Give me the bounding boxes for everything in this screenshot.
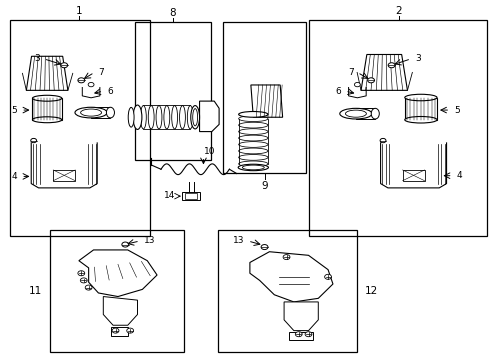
Text: 5: 5 bbox=[454, 105, 460, 114]
Ellipse shape bbox=[371, 108, 379, 119]
Text: 3: 3 bbox=[415, 54, 421, 63]
Text: 6: 6 bbox=[107, 86, 113, 95]
Bar bbox=[403, 170, 424, 181]
Bar bbox=[218, 230, 357, 352]
Ellipse shape bbox=[191, 105, 199, 129]
Polygon shape bbox=[26, 56, 68, 90]
Circle shape bbox=[380, 138, 386, 143]
Ellipse shape bbox=[106, 107, 115, 118]
Text: 4: 4 bbox=[12, 172, 17, 181]
Polygon shape bbox=[199, 101, 219, 132]
Ellipse shape bbox=[32, 117, 62, 123]
Ellipse shape bbox=[345, 110, 367, 117]
Circle shape bbox=[388, 63, 395, 68]
Bar bbox=[53, 170, 75, 181]
Polygon shape bbox=[361, 54, 408, 90]
Ellipse shape bbox=[32, 95, 62, 101]
Ellipse shape bbox=[239, 141, 268, 147]
Text: 13: 13 bbox=[144, 237, 155, 246]
Ellipse shape bbox=[156, 105, 162, 129]
Circle shape bbox=[112, 328, 119, 333]
Polygon shape bbox=[251, 85, 283, 117]
Ellipse shape bbox=[141, 105, 147, 129]
Text: 8: 8 bbox=[170, 8, 176, 18]
Text: 2: 2 bbox=[395, 6, 402, 16]
Polygon shape bbox=[31, 142, 97, 188]
Bar bbox=[10, 21, 150, 235]
Circle shape bbox=[85, 285, 92, 290]
Ellipse shape bbox=[405, 117, 437, 123]
Bar bbox=[185, 193, 197, 199]
Circle shape bbox=[31, 138, 37, 143]
Ellipse shape bbox=[239, 135, 268, 141]
Circle shape bbox=[88, 82, 94, 87]
Bar bbox=[309, 21, 487, 235]
Ellipse shape bbox=[193, 109, 197, 126]
Text: 10: 10 bbox=[203, 147, 215, 156]
Bar bbox=[405, 98, 437, 120]
Bar bbox=[91, 107, 110, 118]
Circle shape bbox=[80, 278, 87, 283]
Bar bbox=[49, 230, 184, 352]
Circle shape bbox=[127, 328, 134, 333]
Bar bbox=[223, 22, 306, 173]
Ellipse shape bbox=[239, 154, 268, 160]
Circle shape bbox=[78, 78, 85, 83]
Text: 7: 7 bbox=[348, 68, 353, 77]
Text: 9: 9 bbox=[261, 181, 268, 191]
Text: 1: 1 bbox=[75, 6, 82, 16]
Bar bbox=[356, 108, 375, 119]
Circle shape bbox=[368, 78, 374, 83]
Ellipse shape bbox=[164, 105, 170, 129]
Circle shape bbox=[61, 63, 68, 68]
Ellipse shape bbox=[239, 122, 268, 128]
Circle shape bbox=[295, 332, 302, 337]
Text: 5: 5 bbox=[12, 105, 17, 114]
Ellipse shape bbox=[133, 105, 142, 130]
Ellipse shape bbox=[239, 129, 268, 134]
Polygon shape bbox=[111, 327, 128, 336]
Polygon shape bbox=[103, 297, 138, 325]
Ellipse shape bbox=[187, 105, 193, 129]
Circle shape bbox=[354, 82, 360, 87]
Ellipse shape bbox=[239, 116, 268, 122]
Ellipse shape bbox=[179, 105, 185, 129]
Circle shape bbox=[122, 242, 129, 247]
Ellipse shape bbox=[239, 112, 268, 117]
Ellipse shape bbox=[75, 107, 107, 118]
Ellipse shape bbox=[81, 109, 101, 116]
Polygon shape bbox=[381, 142, 446, 188]
Polygon shape bbox=[289, 332, 314, 339]
Text: 13: 13 bbox=[233, 237, 244, 246]
Ellipse shape bbox=[340, 108, 372, 119]
Ellipse shape bbox=[148, 105, 154, 129]
Bar bbox=[182, 192, 200, 201]
Ellipse shape bbox=[238, 164, 269, 171]
Circle shape bbox=[78, 271, 85, 276]
Bar bbox=[32, 98, 62, 120]
Text: 11: 11 bbox=[29, 286, 42, 296]
Text: 12: 12 bbox=[365, 286, 378, 296]
Circle shape bbox=[325, 274, 331, 279]
Text: 14: 14 bbox=[164, 190, 175, 199]
Ellipse shape bbox=[172, 105, 177, 129]
Text: 6: 6 bbox=[336, 86, 341, 95]
Ellipse shape bbox=[128, 107, 134, 127]
Polygon shape bbox=[284, 302, 318, 330]
Text: 4: 4 bbox=[457, 171, 462, 180]
Circle shape bbox=[261, 244, 268, 249]
Polygon shape bbox=[250, 252, 333, 302]
Bar bbox=[135, 22, 211, 160]
Text: 3: 3 bbox=[34, 54, 40, 63]
Polygon shape bbox=[79, 250, 157, 297]
Text: 7: 7 bbox=[98, 68, 104, 77]
Circle shape bbox=[305, 332, 312, 337]
Ellipse shape bbox=[239, 161, 268, 167]
Ellipse shape bbox=[239, 148, 268, 154]
Ellipse shape bbox=[405, 94, 437, 101]
Ellipse shape bbox=[243, 165, 264, 170]
Circle shape bbox=[283, 255, 290, 260]
